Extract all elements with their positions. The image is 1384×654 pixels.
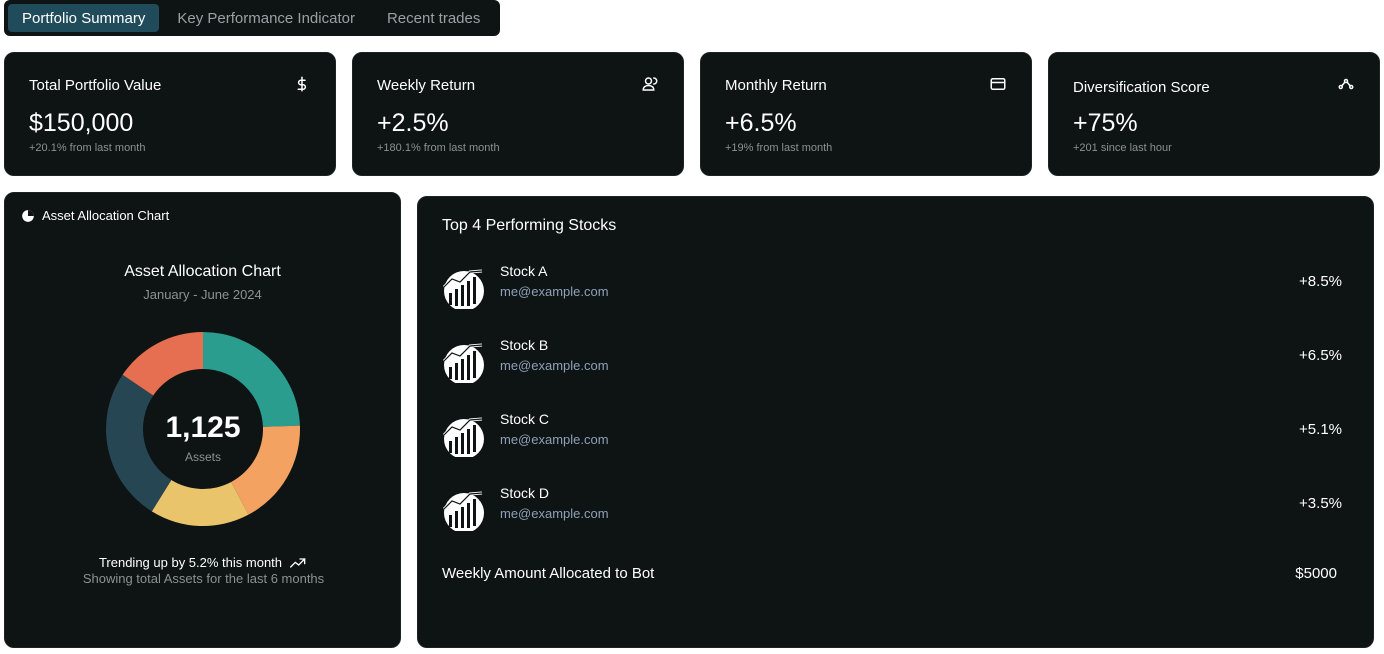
credit-card-icon: [990, 78, 1006, 90]
asset-allocation-header: Asset Allocation Chart: [21, 208, 169, 223]
users-icon: [642, 77, 658, 91]
stock-chart-icon: [442, 269, 484, 309]
stat-title: Diversification Score: [1073, 79, 1210, 96]
stat-value: +2.5%: [377, 109, 449, 137]
stock-change: +6.5%: [1299, 347, 1342, 364]
donut-center-value: 1,125: [165, 411, 240, 444]
trend-line: Trending up by 5.2% this month: [5, 555, 400, 570]
stock-chart-icon: [442, 343, 484, 383]
asset-allocation-card: Asset Allocation Chart Asset Allocation …: [4, 192, 401, 648]
stat-card-monthly-return: Monthly Return +6.5% +19% from last mont…: [700, 52, 1032, 176]
stock-email[interactable]: me@example.com: [500, 432, 609, 447]
weekly-allocation-value: $5000: [1295, 565, 1337, 582]
stock-name: Stock B: [500, 337, 549, 353]
donut-slice-3[interactable]: [151, 479, 249, 526]
chart-footer: Showing total Assets for the last 6 mont…: [82, 571, 325, 586]
stock-chart-icon: [442, 491, 484, 531]
stat-subtext: +201 since last hour: [1073, 142, 1172, 154]
tab-portfolio-summary[interactable]: Portfolio Summary: [8, 4, 160, 32]
pie-chart-icon: [22, 209, 34, 222]
stat-card-total-portfolio-value: Total Portfolio Value $150,000 +20.1% fr…: [4, 52, 336, 176]
stock-row[interactable]: Stock B me@example.com +6.5%: [442, 337, 1342, 387]
trend-text: Trending up by 5.2% this month: [98, 555, 283, 570]
stat-subtext: +180.1% from last month: [377, 142, 500, 154]
asset-allocation-donut: 1,125 Assets: [106, 332, 300, 526]
trending-up-icon: [290, 557, 306, 568]
stock-row[interactable]: Stock D me@example.com +3.5%: [442, 485, 1342, 535]
stat-subtext: +19% from last month: [725, 142, 833, 154]
stock-email[interactable]: me@example.com: [500, 506, 609, 521]
stat-value: +75%: [1073, 109, 1138, 137]
stock-change: +5.1%: [1299, 421, 1342, 438]
donut-center-label: Assets: [185, 450, 221, 464]
tab-bar: Portfolio Summary Key Performance Indica…: [4, 0, 500, 36]
donut-slice-4[interactable]: [106, 374, 172, 512]
stat-subtext: +20.1% from last month: [29, 142, 146, 154]
chart-subtitle: January - June 2024: [143, 287, 262, 302]
tab-key-performance-indicator[interactable]: Key Performance Indicator: [177, 9, 355, 27]
stat-title: Weekly Return: [377, 77, 476, 94]
stock-name: Stock C: [500, 411, 550, 427]
stock-change: +8.5%: [1299, 273, 1342, 290]
stat-title: Total Portfolio Value: [29, 77, 162, 94]
stock-email[interactable]: me@example.com: [500, 358, 609, 373]
top-stocks-title: Top 4 Performing Stocks: [442, 217, 617, 234]
stock-email[interactable]: me@example.com: [500, 284, 609, 299]
asset-allocation-header-label: Asset Allocation Chart: [42, 208, 170, 223]
stock-row[interactable]: Stock A me@example.com +8.5%: [442, 263, 1342, 313]
donut-slice-1[interactable]: [203, 332, 300, 427]
donut-slice-5[interactable]: [122, 332, 203, 396]
dollar-icon: [297, 76, 307, 92]
tab-recent-trades[interactable]: Recent trades: [386, 9, 481, 27]
stock-name: Stock A: [500, 263, 548, 279]
stat-value: $150,000: [29, 109, 134, 137]
stat-value: +6.5%: [725, 109, 797, 137]
top-stocks-card: Top 4 Performing Stocks Stock A me@examp…: [417, 196, 1374, 648]
stat-card-weekly-return: Weekly Return +2.5% +180.1% from last mo…: [352, 52, 684, 176]
stock-change: +3.5%: [1299, 495, 1342, 512]
stat-card-diversification-score: Diversification Score +75% +201 since la…: [1048, 52, 1380, 176]
chart-title: Asset Allocation Chart: [124, 263, 281, 280]
stock-row[interactable]: Stock C me@example.com +5.1%: [442, 411, 1342, 461]
stock-chart-icon: [442, 417, 484, 457]
stock-name: Stock D: [500, 485, 550, 501]
donut-slice-2[interactable]: [231, 425, 300, 515]
activity-icon: [1338, 78, 1354, 90]
stat-title: Monthly Return: [725, 77, 827, 94]
weekly-allocation-label: Weekly Amount Allocated to Bot: [442, 565, 655, 582]
